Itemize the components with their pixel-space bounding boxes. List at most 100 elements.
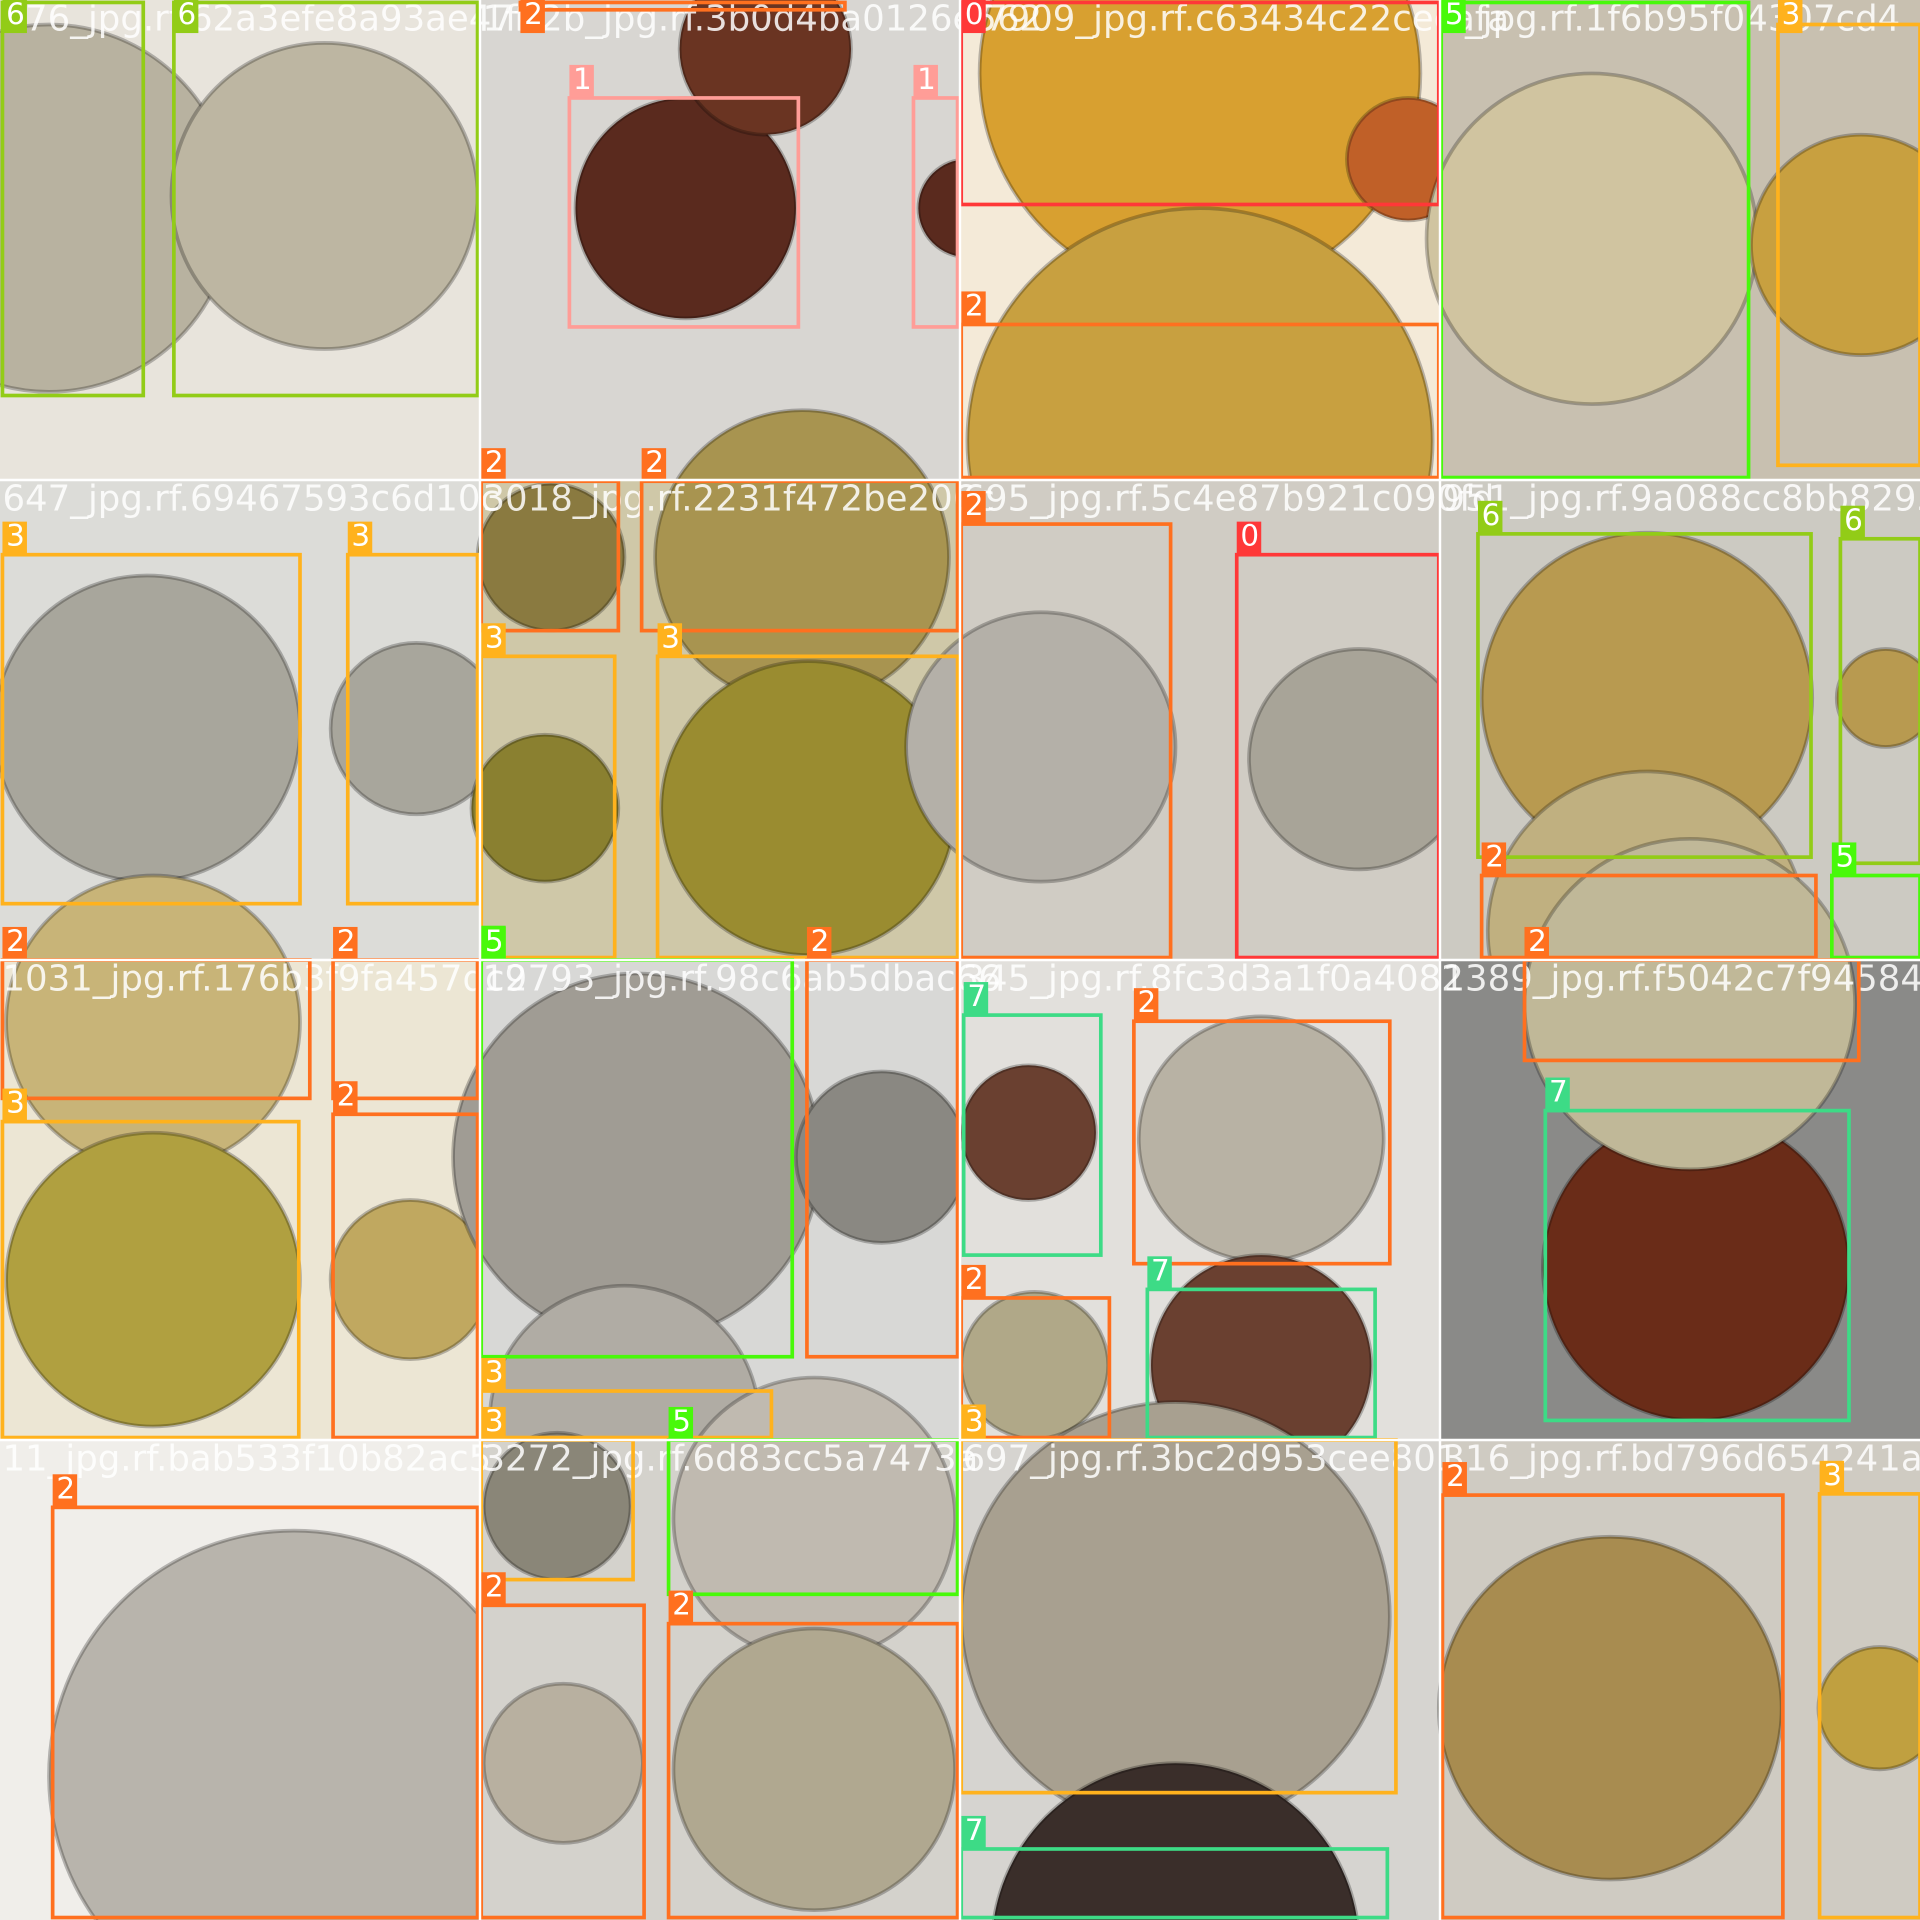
class-label-background	[961, 1815, 986, 1849]
class-label: 2	[965, 288, 984, 322]
class-label-background	[481, 1406, 506, 1440]
class-label: 5	[1836, 839, 1855, 873]
class-label: 3	[965, 1404, 984, 1438]
class-label-background	[1819, 1460, 1845, 1494]
class-label: 2	[337, 1078, 356, 1112]
coin	[469, 732, 621, 884]
bounding-box	[331, 1112, 480, 1440]
class-label: 0	[965, 0, 984, 31]
class-label: 3	[485, 1355, 504, 1389]
class-label-background	[481, 448, 506, 482]
class-label-background	[173, 0, 199, 34]
class-label: 2	[965, 1262, 984, 1296]
class-label: 2	[1528, 924, 1547, 958]
image-filename: 695_jpg.rf.5c4e87b921c090fd	[962, 478, 1494, 519]
image-filename: 12793_jpg.rf.98c6ab5dbac66	[482, 958, 1000, 999]
class-label: 1	[917, 62, 936, 96]
coin	[1424, 71, 1759, 406]
class-label: 2	[337, 924, 356, 958]
coin	[671, 1626, 957, 1913]
class-label: 6	[6, 0, 25, 31]
class-label-background	[668, 1406, 694, 1440]
class-label: 2	[965, 488, 984, 522]
class-label: 3	[6, 1086, 25, 1120]
class-label-background	[481, 926, 506, 960]
class-label-background	[961, 491, 986, 525]
bounding-box	[1145, 1287, 1377, 1440]
coin	[1136, 1014, 1386, 1264]
coin	[959, 1063, 1098, 1202]
class-label-background	[1147, 1256, 1172, 1290]
image-filename: 345_jpg.rf.8fc3d3a1f0a4082	[962, 958, 1463, 999]
bounding-box	[518, 0, 847, 12]
class-label: 3	[351, 519, 370, 553]
coin	[677, 0, 853, 137]
class-label: 7	[965, 1813, 984, 1847]
coin	[481, 1681, 645, 1845]
class-label-background	[641, 448, 667, 482]
class-label: 2	[811, 924, 830, 958]
class-label: 2	[1138, 985, 1157, 1019]
coin	[0, 573, 302, 884]
class-label: 6	[178, 0, 197, 31]
class-label: 2	[524, 0, 543, 31]
class-label: 2	[485, 1569, 504, 1603]
class-label: 3	[6, 519, 25, 553]
bounding-box	[0, 1119, 301, 1440]
class-label: 7	[1549, 1075, 1568, 1109]
class-label-background	[961, 291, 986, 325]
coin	[1522, 836, 1857, 1172]
class-label: 2	[6, 924, 25, 958]
class-label-background	[1133, 988, 1159, 1022]
class-label-background	[1477, 500, 1503, 534]
class-label-background	[806, 926, 832, 960]
bounding-box	[1830, 873, 1920, 960]
class-label: 5	[485, 924, 504, 958]
coin	[1816, 1645, 1920, 1772]
image-filename: 647_jpg.rf.69467593c6d10c	[2, 478, 500, 519]
class-label: 2	[645, 445, 664, 479]
coin	[1436, 1534, 1784, 1882]
image-filename: 5_jpg.rf.1f6b95f04307cd4	[1442, 0, 1900, 39]
class-label-background	[1442, 1462, 1467, 1496]
class-label-background	[347, 521, 373, 555]
bounding-box	[1543, 1108, 1851, 1423]
class-label-background	[1840, 505, 1865, 539]
class-label-background	[2, 521, 27, 555]
coin	[4, 873, 302, 1172]
bounding-box	[172, 0, 480, 398]
class-label-background	[1545, 1077, 1570, 1111]
bounding-box	[961, 1013, 1103, 1257]
class-label: 1	[573, 62, 592, 96]
coin	[671, 1375, 957, 1662]
class-label: 3	[485, 620, 504, 654]
class-label: 0	[1240, 519, 1259, 553]
image-filename: 676_jpg.rf.62a3efe8a93ae47f	[2, 0, 527, 39]
class-label-background	[1481, 842, 1507, 876]
image-filename: 3018_jpg.rf.2231f472be206c	[482, 478, 994, 519]
coin	[1749, 132, 1920, 357]
bounding-box	[1476, 532, 1813, 859]
class-label: 7	[1151, 1253, 1170, 1287]
bounding-box	[0, 552, 302, 906]
class-label: 6	[1482, 498, 1501, 532]
class-label: 2	[672, 1588, 691, 1622]
class-label: 2	[485, 445, 504, 479]
coin	[1247, 647, 1472, 872]
class-label-background	[668, 1590, 694, 1624]
coin	[4, 1130, 302, 1429]
class-label-background	[2, 1088, 27, 1122]
class-label: 5	[1445, 0, 1464, 31]
image-filename: 3272_jpg.rf.6d83cc5a7473a	[482, 1438, 978, 1479]
class-label: 2	[56, 1471, 75, 1505]
coin	[1834, 647, 1920, 749]
class-label-background	[1524, 926, 1549, 960]
image-filename: 1031_jpg.rf.176b3f9fa457dc9	[2, 958, 527, 999]
class-label: 2	[1485, 839, 1504, 873]
bounding-box	[1479, 873, 1818, 960]
coin	[904, 610, 1178, 884]
image-filename: 316_jpg.rf.bd796d654241ab6c	[1442, 1438, 1920, 1479]
class-label-background	[481, 623, 506, 657]
